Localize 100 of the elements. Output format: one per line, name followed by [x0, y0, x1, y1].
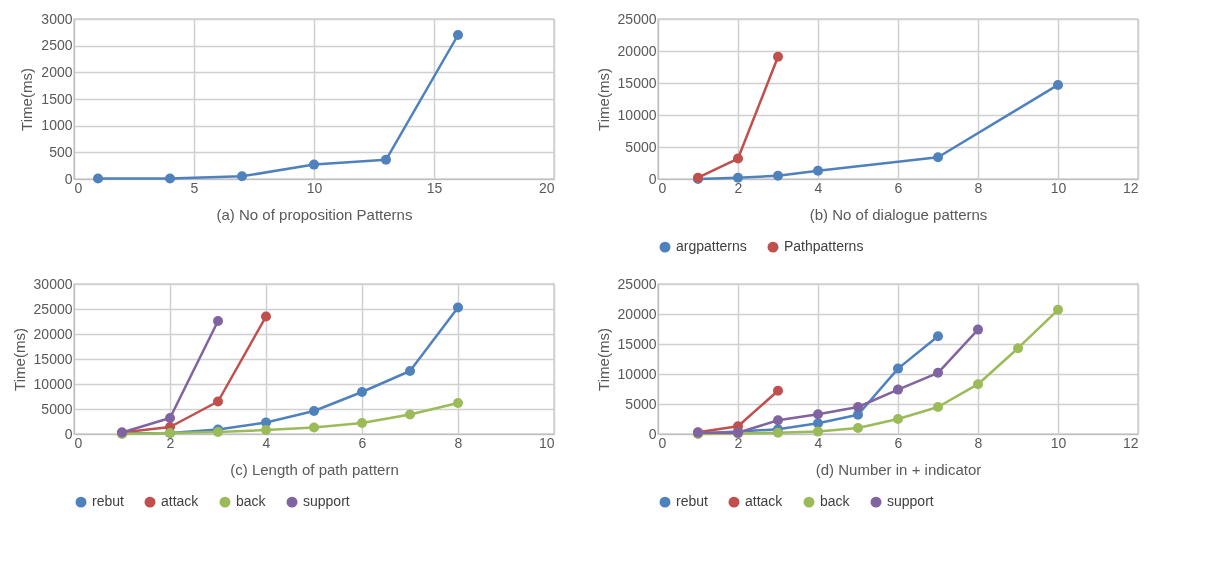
point: [1013, 343, 1023, 354]
y-tick-label: 1500: [41, 90, 73, 107]
y-tick-label: 25000: [617, 10, 657, 27]
x-tick-label: 4: [814, 434, 823, 451]
y-tick-label: 20000: [617, 42, 657, 59]
x-axis-title: (c) Length of path pattern: [230, 460, 399, 478]
y-tick-label: 20000: [33, 325, 73, 342]
point: [381, 154, 391, 165]
point: [933, 402, 943, 412]
point: [973, 324, 983, 335]
legend-label: attack: [161, 493, 200, 510]
x-tick-label: 6: [358, 434, 367, 451]
x-tick-label: 20: [538, 179, 555, 196]
x-tick-label: 4: [814, 179, 823, 196]
point: [813, 165, 823, 176]
x-tick-label: 10: [306, 179, 323, 196]
point: [893, 384, 903, 395]
point: [453, 398, 463, 408]
y-tick-label: 5000: [625, 395, 657, 412]
legend-label: back: [236, 493, 267, 510]
y-tick-label: 15000: [617, 335, 657, 352]
y-axis-title: Time(ms): [594, 328, 612, 391]
point: [237, 171, 247, 182]
y-axis-title: Time(ms): [10, 328, 28, 391]
point: [973, 379, 983, 390]
y-tick-label: 2500: [41, 37, 73, 54]
point: [261, 425, 271, 435]
point: [933, 367, 943, 378]
x-tick-label: 15: [426, 179, 443, 196]
x-tick-label: 10: [538, 434, 555, 451]
point: [213, 396, 223, 407]
legend-label: support: [887, 493, 934, 510]
point: [773, 385, 783, 396]
y-tick-label: 20000: [617, 305, 657, 322]
point: [93, 173, 103, 184]
point: [405, 366, 415, 376]
x-tick-label: 8: [454, 434, 463, 451]
point: [853, 402, 863, 412]
x-tick-label: 2: [734, 434, 743, 451]
point: [1053, 79, 1063, 90]
y-axis-title: Time(ms): [594, 68, 612, 131]
y-tick-label: 30000: [33, 275, 73, 292]
y-tick-label: 500: [49, 143, 73, 160]
x-tick-label: 2: [734, 179, 743, 196]
point: [933, 331, 943, 342]
legend-label: argpatterns: [676, 238, 747, 255]
y-tick-label: 5000: [625, 138, 657, 155]
legend-label: Pathpatterns: [784, 238, 864, 255]
x-axis-title: (a) No of proposition Patterns: [216, 205, 413, 223]
legend-label: support: [303, 493, 350, 510]
point: [453, 30, 463, 40]
point: [933, 152, 943, 163]
y-tick-label: 10000: [617, 365, 657, 382]
x-tick-label: 12: [1122, 179, 1139, 196]
y-axis-title: Time(ms): [18, 68, 36, 131]
y-tick-label: 25000: [617, 275, 657, 292]
x-tick-label: 10: [1050, 434, 1067, 451]
point: [453, 302, 463, 313]
point: [309, 159, 319, 170]
x-tick-label: 8: [974, 434, 983, 451]
point: [813, 409, 823, 420]
x-tick-label: 2: [166, 434, 175, 451]
legend-label: attack: [745, 493, 784, 510]
x-axis-title: (b) No of dialogue patterns: [809, 205, 988, 223]
x-axis-title: (d) Number in + indicator: [815, 460, 982, 478]
point: [813, 426, 823, 437]
point: [357, 387, 367, 397]
point: [165, 173, 175, 184]
point: [733, 172, 743, 183]
point: [357, 418, 367, 428]
point: [773, 415, 783, 426]
point: [165, 413, 175, 423]
point: [1053, 304, 1063, 315]
x-tick-label: 4: [262, 434, 271, 451]
point: [733, 153, 743, 164]
point: [853, 423, 863, 433]
point: [893, 363, 903, 374]
point: [405, 409, 415, 420]
point: [309, 406, 319, 416]
y-tick-label: 25000: [33, 300, 73, 317]
point: [261, 311, 271, 322]
y-tick-label: 5000: [41, 400, 73, 417]
point: [773, 170, 783, 181]
point: [213, 316, 223, 326]
x-tick-label: 5: [190, 179, 199, 196]
x-tick-label: 6: [894, 179, 903, 196]
y-tick-label: 2000: [41, 63, 73, 80]
x-tick-label: 8: [974, 179, 983, 196]
y-tick-label: 10000: [617, 106, 657, 123]
y-tick-label: 1000: [41, 117, 73, 134]
x-tick-label: 12: [1122, 434, 1139, 451]
point: [893, 414, 903, 424]
x-tick-label: 10: [1050, 179, 1067, 196]
point: [773, 51, 783, 62]
legend-label: back: [820, 493, 851, 510]
point: [309, 422, 319, 433]
x-tick-label: 6: [894, 434, 903, 451]
y-tick-label: 15000: [617, 74, 657, 91]
legend-label: rebut: [676, 493, 709, 510]
y-tick-label: 15000: [33, 350, 73, 367]
